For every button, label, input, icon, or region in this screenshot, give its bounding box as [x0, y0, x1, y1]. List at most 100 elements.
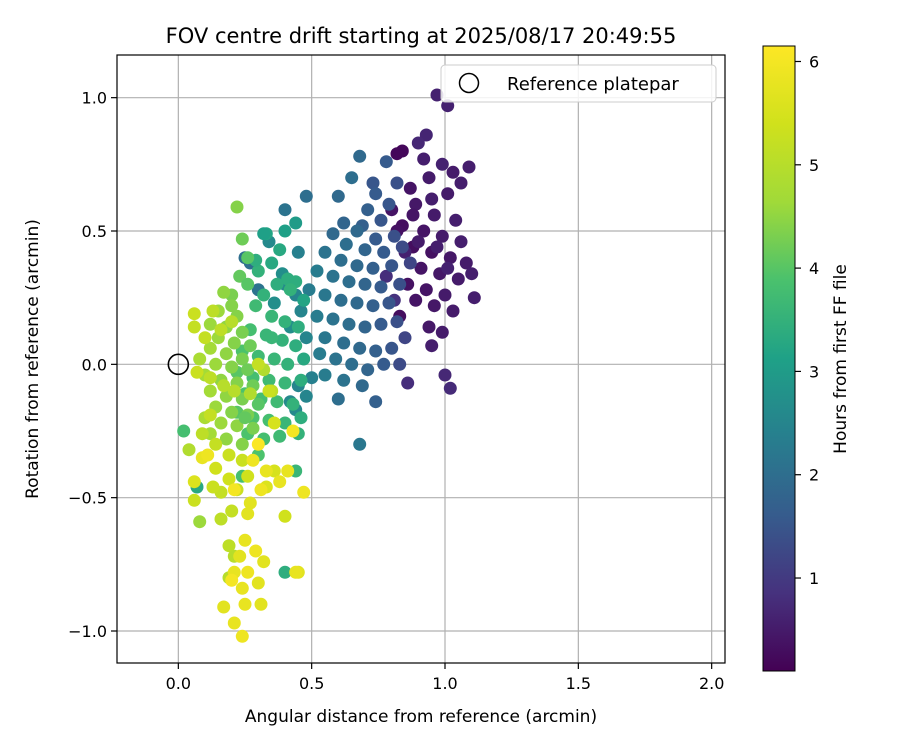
y-tick-label: −0.5 [68, 489, 107, 508]
data-point [361, 363, 375, 377]
data-point [331, 189, 345, 203]
data-point [337, 373, 351, 387]
legend-open-circle-marker [458, 72, 480, 94]
data-point [451, 272, 465, 286]
data-point [297, 352, 311, 366]
data-point [313, 347, 327, 361]
data-point [254, 483, 268, 497]
legend-box [440, 64, 717, 103]
data-point [289, 565, 303, 579]
y-tick-label: 0.0 [82, 355, 107, 374]
data-point [406, 208, 420, 222]
data-point [390, 147, 404, 161]
data-point [243, 496, 257, 510]
data-point [369, 395, 383, 409]
x-tick-label: 2.0 [699, 674, 724, 693]
data-point [291, 320, 305, 334]
data-point [222, 472, 236, 486]
data-point [251, 264, 265, 278]
data-point [203, 317, 217, 331]
data-point [326, 227, 340, 241]
data-point [209, 357, 223, 371]
data-point [235, 232, 249, 246]
data-point [299, 331, 313, 345]
data-point [462, 160, 476, 174]
data-point [227, 483, 241, 497]
data-point [291, 245, 305, 259]
data-point [235, 437, 249, 451]
data-point [227, 384, 241, 398]
data-point [265, 331, 279, 345]
data-point [337, 216, 351, 230]
data-point [337, 336, 351, 350]
data-point [326, 312, 340, 326]
colorbar-tick-label: 2 [809, 466, 819, 485]
data-point [441, 187, 455, 201]
data-point [233, 549, 247, 563]
data-point [203, 408, 217, 422]
data-point [318, 368, 332, 382]
data-point [350, 296, 364, 310]
data-point [209, 461, 223, 475]
data-point [318, 245, 332, 259]
data-point [425, 339, 439, 353]
data-point [278, 416, 292, 430]
data-point [358, 320, 372, 334]
data-point [203, 384, 217, 398]
data-point [259, 464, 273, 478]
data-point [238, 411, 252, 425]
data-point [193, 352, 207, 366]
data-point [379, 269, 393, 283]
data-point [377, 357, 391, 371]
data-point [294, 304, 308, 318]
colorbar-tick-label: 6 [809, 52, 819, 71]
data-point [459, 256, 473, 270]
data-point [294, 411, 308, 425]
data-point [355, 379, 369, 393]
data-point [214, 512, 228, 526]
data-point [427, 208, 441, 222]
data-point [230, 200, 244, 214]
data-point [241, 277, 255, 291]
data-point [449, 213, 463, 227]
data-point [422, 320, 436, 334]
data-point [443, 251, 457, 265]
data-point [251, 576, 265, 590]
data-point [379, 155, 393, 169]
data-point [377, 245, 391, 259]
colorbar-label: Hours from first FF file [831, 264, 851, 454]
data-point [257, 288, 271, 302]
data-point [257, 555, 271, 569]
data-point [187, 475, 201, 489]
data-point [454, 176, 468, 190]
data-point [310, 264, 324, 278]
data-point [238, 533, 252, 547]
data-point [345, 171, 359, 185]
data-point [358, 277, 372, 291]
data-point [382, 197, 396, 211]
data-point [219, 347, 233, 361]
data-point [225, 405, 239, 419]
data-point [369, 187, 383, 201]
data-point [283, 283, 297, 297]
data-point [193, 515, 207, 529]
data-point [289, 216, 303, 230]
data-point [369, 232, 383, 246]
data-point [414, 261, 428, 275]
data-point [393, 277, 407, 291]
colorbar-tick-label: 1 [809, 569, 819, 588]
data-point [390, 176, 404, 190]
data-point [427, 299, 441, 313]
data-point [443, 381, 457, 395]
data-point [195, 427, 209, 441]
x-axis-label: Angular distance from reference (arcmin) [245, 707, 597, 727]
data-point [299, 389, 313, 403]
data-point [270, 277, 284, 291]
data-point [235, 325, 249, 339]
x-tick-label: 1.5 [566, 674, 591, 693]
data-point [358, 243, 372, 257]
data-point [206, 480, 220, 494]
data-point [225, 573, 239, 587]
data-point [225, 315, 239, 329]
data-point [425, 192, 439, 206]
